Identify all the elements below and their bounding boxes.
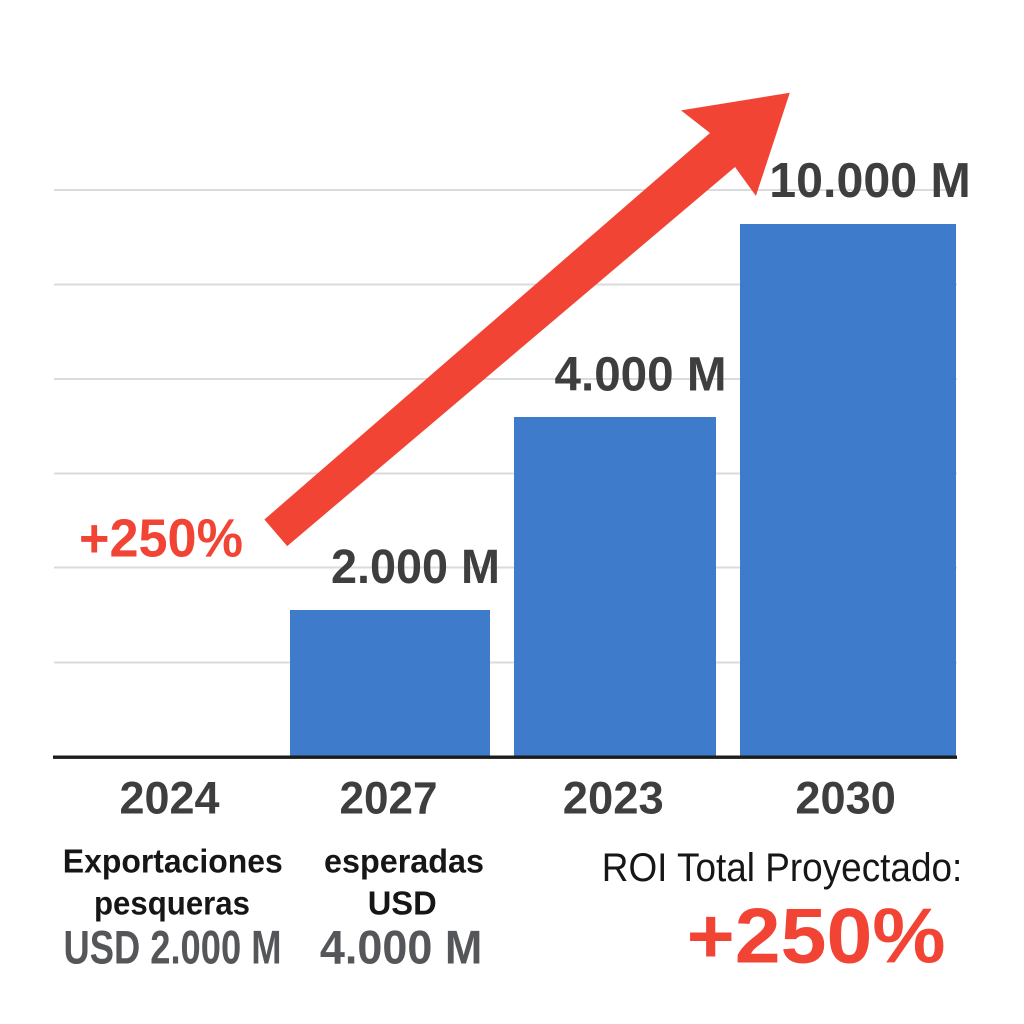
svg-text:2023: 2023: [563, 772, 664, 823]
svg-text:+250%: +250%: [687, 892, 946, 980]
svg-text:2027: 2027: [340, 772, 438, 823]
svg-text:4.000 M: 4.000 M: [555, 349, 727, 402]
svg-text:4.000 M: 4.000 M: [320, 921, 483, 974]
svg-text:ROI Total Proyectado:: ROI Total Proyectado:: [602, 846, 963, 890]
svg-text:esperadas: esperadas: [324, 843, 484, 880]
svg-text:pesqueras: pesqueras: [94, 885, 250, 922]
svg-text:2.000 M: 2.000 M: [331, 541, 500, 594]
svg-text:+250%: +250%: [79, 509, 243, 569]
svg-text:Exportaciones: Exportaciones: [63, 843, 283, 880]
svg-text:USD: USD: [368, 885, 437, 922]
svg-text:2030: 2030: [795, 772, 896, 823]
svg-text:USD 2.000 M: USD 2.000 M: [64, 921, 282, 974]
svg-text:10.000 M: 10.000 M: [769, 153, 971, 208]
svg-text:2024: 2024: [120, 772, 221, 823]
